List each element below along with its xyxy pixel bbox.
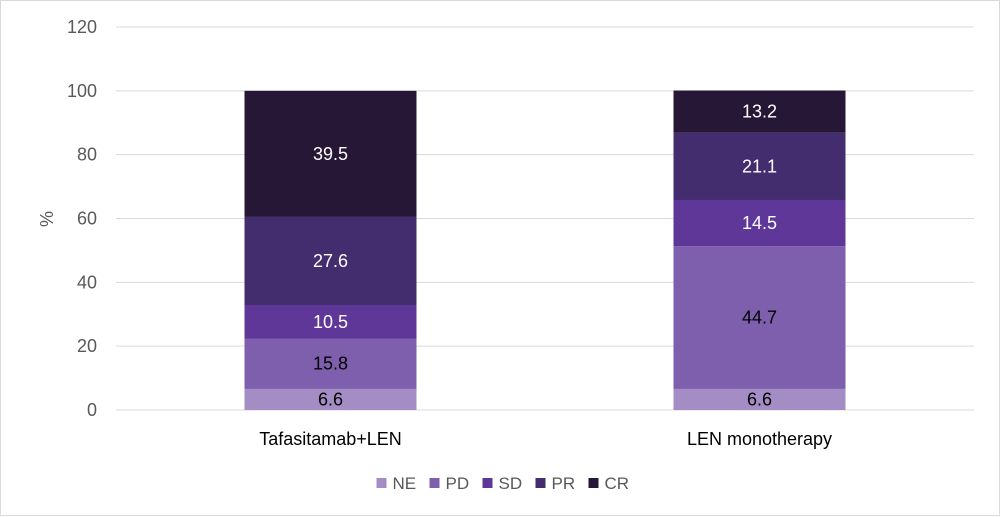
data-label: 27.6 [313,251,348,271]
data-label: 21.1 [742,156,777,176]
y-tick-label: 120 [67,17,97,37]
y-tick-label: 100 [67,81,97,101]
legend-swatch-sd [482,478,493,488]
bar-segment-sd [673,199,846,247]
data-label: 6.6 [318,389,343,409]
bars: 6.6 15.8 10.5 27.6 39.5 6.6 44.7 14.5 21.1 13.2 [244,90,846,410]
legend-label: NE [393,474,417,493]
bar-segment-ne [244,388,417,410]
legend: NE PD SD PR CR [376,474,630,493]
y-tick-label: 60 [77,209,97,229]
legend-label: PR [552,474,576,493]
y-tick-label: 40 [77,272,97,292]
legend-label: PD [446,474,470,493]
data-label: 15.8 [313,354,348,374]
y-tick-label: 20 [77,336,97,356]
bar-segment-pr [244,216,417,305]
y-axis-ticks: 0 20 40 60 80 100 120 [67,17,97,420]
legend-swatch-ne [376,478,387,488]
data-label: 39.5 [313,144,348,164]
legend-swatch-cr [588,478,599,488]
data-label: 13.2 [742,102,777,122]
x-category-label: LEN monotherapy [687,429,832,449]
bar-segment-pd [244,338,417,389]
bar-segment-pr [673,132,846,200]
bar-segment-cr [673,90,846,133]
data-label: 6.6 [747,389,772,409]
bar-segment-pd [673,246,846,389]
y-tick-label: 80 [77,145,97,165]
y-tick-label: 0 [87,400,97,420]
data-label: 44.7 [742,308,777,328]
bar-segment-ne [673,388,846,410]
y-axis-label: % [37,211,57,227]
legend-label: SD [499,474,523,493]
bar-segment-sd [244,304,417,339]
x-axis-categories: Tafasitamab+LEN LEN monotherapy [259,429,832,449]
x-category-label: Tafasitamab+LEN [259,429,402,449]
data-label: 10.5 [313,312,348,332]
bar-segment-cr [244,90,417,217]
legend-swatch-pd [429,478,440,488]
legend-swatch-pr [535,478,546,488]
legend-label: CR [605,474,630,493]
data-label: 14.5 [742,213,777,233]
